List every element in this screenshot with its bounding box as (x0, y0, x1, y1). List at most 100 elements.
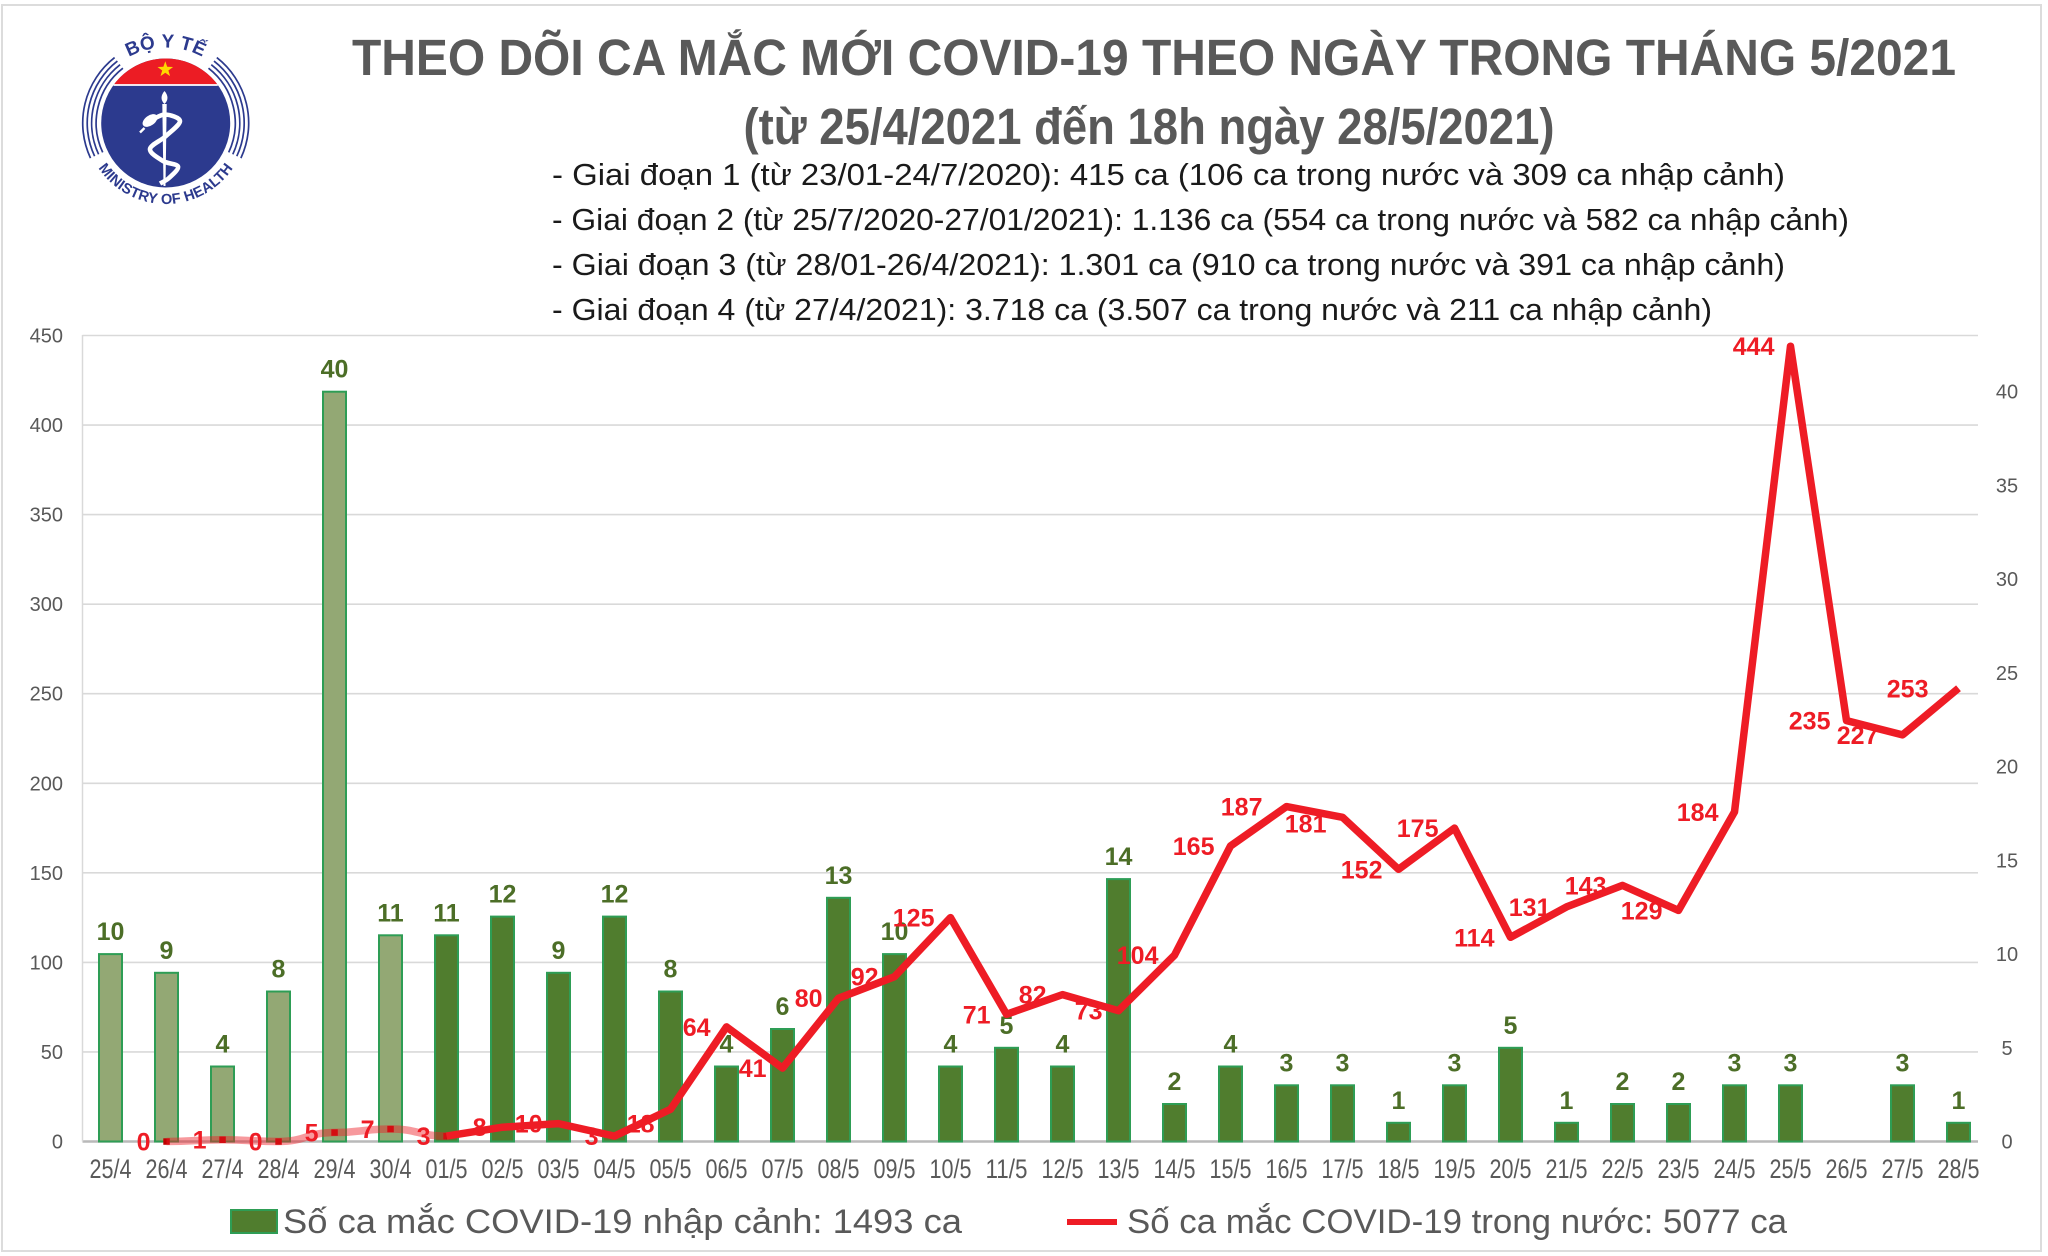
svg-text:35: 35 (1996, 475, 2018, 497)
svg-text:444: 444 (1733, 333, 1775, 361)
svg-text:30/4: 30/4 (370, 1154, 412, 1184)
svg-text:6: 6 (776, 993, 790, 1021)
svg-text:07/5: 07/5 (762, 1154, 804, 1184)
svg-text:9: 9 (552, 937, 566, 965)
svg-text:350: 350 (30, 505, 63, 527)
svg-text:1: 1 (1952, 1087, 1966, 1115)
svg-text:14: 14 (1105, 843, 1133, 871)
svg-text:8: 8 (473, 1114, 487, 1142)
svg-text:0: 0 (2001, 1132, 2012, 1154)
svg-text:02/5: 02/5 (482, 1154, 524, 1184)
svg-text:50: 50 (41, 1042, 63, 1064)
svg-text:10: 10 (1996, 944, 2018, 966)
svg-text:0: 0 (249, 1129, 263, 1157)
svg-text:25/5: 25/5 (1770, 1154, 1812, 1184)
svg-text:187: 187 (1221, 794, 1263, 822)
svg-text:08/5: 08/5 (818, 1154, 860, 1184)
svg-text:152: 152 (1341, 856, 1383, 884)
svg-text:THEO DÕI CA MẮC MỚI COVID-19 T: THEO DÕI CA MẮC MỚI COVID-19 THEO NGÀY T… (352, 28, 1956, 86)
svg-text:7: 7 (361, 1116, 375, 1144)
svg-text:05/5: 05/5 (650, 1154, 692, 1184)
svg-text:13: 13 (825, 862, 853, 890)
svg-text:- Giai đoạn 4 (từ 27/4/2021):: - Giai đoạn 4 (từ 27/4/2021): 3.718 ca (… (552, 292, 1712, 327)
svg-text:1: 1 (1392, 1087, 1406, 1115)
svg-text:92: 92 (851, 964, 879, 992)
svg-text:3: 3 (417, 1123, 431, 1151)
svg-text:450: 450 (30, 326, 63, 348)
svg-text:64: 64 (683, 1014, 711, 1042)
svg-text:3: 3 (1728, 1049, 1742, 1077)
svg-text:10: 10 (515, 1111, 543, 1139)
svg-text:175: 175 (1397, 815, 1439, 843)
svg-text:3: 3 (585, 1123, 599, 1151)
svg-text:18/5: 18/5 (1378, 1154, 1420, 1184)
svg-text:19/5: 19/5 (1434, 1154, 1476, 1184)
svg-text:15: 15 (1996, 850, 2018, 872)
svg-text:2: 2 (1672, 1068, 1686, 1096)
svg-text:06/5: 06/5 (706, 1154, 748, 1184)
svg-text:- Giai đoạn 3 (từ 28/01-26/4/2: - Giai đoạn 3 (từ 28/01-26/4/2021): 1.30… (552, 247, 1785, 282)
svg-text:27/5: 27/5 (1882, 1154, 1924, 1184)
svg-text:71: 71 (963, 1001, 991, 1029)
svg-text:181: 181 (1285, 810, 1327, 838)
svg-text:23/5: 23/5 (1658, 1154, 1700, 1184)
svg-text:4: 4 (944, 1031, 958, 1059)
svg-text:28/5: 28/5 (1938, 1154, 1980, 1184)
svg-text:13/5: 13/5 (1098, 1154, 1140, 1184)
svg-text:30: 30 (1996, 569, 2018, 591)
svg-text:- Giai đoạn 2 (từ 25/7/2020-27: - Giai đoạn 2 (từ 25/7/2020-27/01/2021):… (552, 202, 1849, 237)
svg-text:15/5: 15/5 (1210, 1154, 1252, 1184)
svg-text:3: 3 (1280, 1049, 1294, 1077)
svg-text:29/4: 29/4 (314, 1154, 356, 1184)
svg-text:5: 5 (305, 1120, 319, 1148)
svg-text:2: 2 (1168, 1068, 1182, 1096)
svg-text:22/5: 22/5 (1602, 1154, 1644, 1184)
svg-text:18: 18 (627, 1110, 655, 1138)
svg-text:27/4: 27/4 (202, 1154, 244, 1184)
svg-text:17/5: 17/5 (1322, 1154, 1364, 1184)
svg-text:3: 3 (1336, 1049, 1350, 1077)
svg-text:5: 5 (1504, 1012, 1518, 1040)
svg-text:03/5: 03/5 (538, 1154, 580, 1184)
svg-text:250: 250 (30, 684, 63, 706)
svg-text:21/5: 21/5 (1546, 1154, 1588, 1184)
svg-text:143: 143 (1565, 872, 1607, 900)
svg-text:41: 41 (739, 1055, 767, 1083)
svg-text:200: 200 (30, 773, 63, 795)
svg-text:104: 104 (1117, 942, 1159, 970)
svg-text:- Giai đoạn 1 (từ 23/01-24/7/2: - Giai đoạn 1 (từ 23/01-24/7/2020): 415 … (552, 157, 1785, 192)
svg-text:28/4: 28/4 (258, 1154, 300, 1184)
svg-text:131: 131 (1509, 894, 1551, 922)
svg-text:10: 10 (97, 918, 125, 946)
svg-text:1: 1 (193, 1127, 207, 1155)
svg-text:184: 184 (1677, 799, 1719, 827)
svg-text:Số ca mắc COVID-19 trong nước:: Số ca mắc COVID-19 trong nước: 5077 ca (1127, 1203, 1787, 1241)
svg-text:40: 40 (321, 356, 349, 384)
svg-text:3: 3 (1784, 1049, 1798, 1077)
svg-text:129: 129 (1621, 897, 1663, 925)
svg-text:9: 9 (160, 937, 174, 965)
svg-text:40: 40 (1996, 382, 2018, 404)
svg-text:4: 4 (1224, 1031, 1238, 1059)
svg-text:12: 12 (601, 881, 629, 909)
svg-text:20/5: 20/5 (1490, 1154, 1532, 1184)
svg-text:14/5: 14/5 (1154, 1154, 1196, 1184)
svg-text:0: 0 (52, 1132, 63, 1154)
svg-text:125: 125 (893, 905, 935, 933)
svg-text:227: 227 (1837, 722, 1879, 750)
svg-text:12: 12 (489, 881, 517, 909)
svg-text:04/5: 04/5 (594, 1154, 636, 1184)
svg-text:400: 400 (30, 415, 63, 437)
svg-text:25: 25 (1996, 663, 2018, 685)
svg-text:300: 300 (30, 594, 63, 616)
svg-text:150: 150 (30, 863, 63, 885)
svg-text:235: 235 (1789, 708, 1831, 736)
svg-text:2: 2 (1616, 1068, 1630, 1096)
svg-text:10/5: 10/5 (930, 1154, 972, 1184)
svg-text:8: 8 (664, 956, 678, 984)
svg-text:11: 11 (377, 899, 404, 927)
svg-text:1: 1 (1560, 1087, 1574, 1115)
svg-text:16/5: 16/5 (1266, 1154, 1308, 1184)
svg-text:26/4: 26/4 (146, 1154, 188, 1184)
svg-text:0: 0 (137, 1129, 151, 1157)
